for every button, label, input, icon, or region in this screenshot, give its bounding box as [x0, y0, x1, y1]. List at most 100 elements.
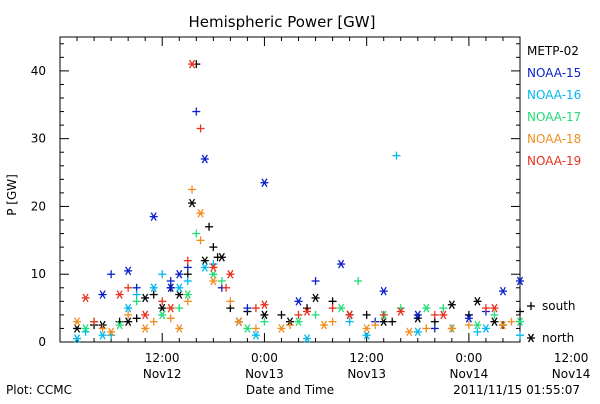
south-point — [192, 107, 201, 116]
x-tick-time-label: 0:00 — [455, 351, 482, 365]
north-point — [260, 300, 269, 310]
north-point — [260, 178, 269, 188]
data-points — [73, 59, 524, 343]
north-point — [294, 317, 303, 327]
north-point — [115, 290, 124, 299]
y-tick-label: 30 — [31, 132, 46, 146]
north-point — [158, 310, 167, 320]
north-point — [422, 303, 431, 313]
north-point — [464, 313, 473, 323]
north-point — [490, 303, 499, 313]
south-point — [132, 290, 141, 299]
x-tick-date-label: Nov14 — [450, 367, 489, 381]
marker-legend: south north — [527, 299, 576, 345]
north-point — [260, 310, 269, 320]
south-point — [209, 243, 218, 252]
south-point — [98, 324, 107, 333]
south-point — [328, 317, 337, 326]
y-tick-label: 20 — [31, 199, 46, 213]
south-point — [188, 185, 197, 194]
south-point — [251, 324, 260, 333]
north-point — [277, 324, 286, 333]
north-point — [200, 154, 209, 164]
north-point — [209, 269, 218, 279]
north-point — [124, 266, 133, 276]
south-point — [345, 317, 354, 326]
north-point — [196, 208, 205, 218]
north-point — [73, 317, 82, 327]
y-axis-label: P [GW] — [5, 174, 19, 216]
series-legend: METP-02 NOAA-15 NOAA-16 NOAA-17 NOAA-18 NOAA-… — [527, 44, 581, 168]
south-point — [430, 324, 439, 333]
north-point — [141, 324, 150, 333]
y-tick-label: 0 — [38, 335, 46, 349]
north-point — [251, 330, 260, 340]
south-point — [166, 277, 175, 285]
south-point — [158, 270, 167, 279]
north-point — [115, 320, 124, 330]
north-point — [166, 303, 175, 313]
south-point — [132, 283, 141, 292]
north-point — [498, 320, 507, 330]
south-point — [183, 263, 192, 272]
south-point — [205, 222, 214, 231]
south-point — [481, 304, 490, 313]
north-point — [396, 307, 405, 316]
south-point — [132, 297, 141, 306]
south-point — [516, 307, 524, 316]
south-point — [222, 283, 231, 292]
north-point — [188, 198, 197, 208]
south-point — [158, 297, 167, 306]
north-point — [234, 317, 243, 327]
south-point — [260, 317, 269, 326]
north-point — [337, 259, 346, 269]
south-point — [183, 297, 192, 306]
south-point — [328, 304, 337, 313]
north-point — [175, 269, 184, 279]
north-point — [141, 293, 150, 303]
south-point — [362, 310, 371, 319]
south-point — [196, 124, 205, 133]
south-point — [430, 317, 439, 326]
x-axis: 12:00 Nov12 0:00 Nov13 12:00 Nov13 0:00 Nov14 12… — [59, 37, 590, 381]
north-point — [405, 327, 414, 337]
south-point — [311, 277, 320, 285]
north-point — [439, 310, 448, 320]
south-point — [439, 304, 448, 313]
north-point — [73, 324, 82, 333]
x-tick-date-label: Nov13 — [347, 367, 386, 381]
north-point — [149, 283, 158, 293]
south-point — [473, 327, 482, 336]
south-point — [124, 310, 133, 319]
north-point — [166, 283, 175, 293]
south-point — [196, 236, 205, 245]
north-point — [124, 303, 133, 313]
south-point — [516, 331, 524, 340]
north-point — [209, 276, 218, 286]
north-point — [447, 324, 456, 333]
north-point — [473, 296, 482, 306]
north-point — [124, 317, 133, 327]
north-point — [413, 310, 422, 320]
south-point — [90, 317, 99, 326]
south-point — [464, 321, 473, 330]
marker-legend-label: south — [542, 299, 576, 313]
south-point — [388, 317, 397, 326]
north-point — [73, 334, 82, 343]
north-point — [200, 263, 209, 272]
north-point — [98, 330, 107, 340]
legend-entry: NOAA-18 — [527, 132, 581, 146]
north-point — [294, 296, 303, 306]
south-point — [311, 310, 320, 319]
north-point — [516, 317, 524, 327]
south-point — [371, 321, 380, 330]
north-point — [188, 59, 197, 69]
south-point — [294, 310, 303, 319]
legend-entry: NOAA-15 — [527, 66, 581, 80]
plot-timestamp: 2011/11/15 01:55:07 — [453, 383, 580, 397]
south-point — [183, 277, 192, 285]
south-point — [149, 317, 158, 326]
north-point — [209, 263, 218, 272]
south-point — [183, 256, 192, 265]
